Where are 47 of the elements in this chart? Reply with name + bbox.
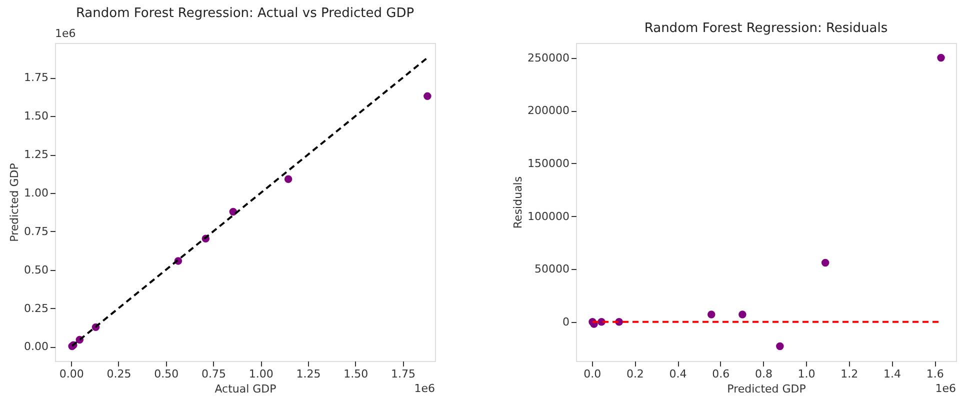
y-tick-label: 1.50 xyxy=(24,110,48,123)
y-tick-label: 1.75 xyxy=(24,71,48,84)
point xyxy=(776,342,784,350)
x-tick-label: 1.0 xyxy=(798,368,816,380)
y-tick-label: 1.25 xyxy=(24,148,48,162)
x-tick-label: 0.8 xyxy=(754,368,772,380)
x-tick-label: 0.00 xyxy=(59,368,84,380)
point xyxy=(708,310,716,318)
y-tick-label: 0.50 xyxy=(24,263,48,276)
y-tick-label: 0.75 xyxy=(24,224,48,238)
x-tick-label: 1.4 xyxy=(883,368,901,380)
x-tick-label: 0.0 xyxy=(584,368,602,380)
text: 1e6 xyxy=(414,382,435,395)
y-tick-label: 200000 xyxy=(528,104,570,118)
point xyxy=(738,310,746,318)
x-tick-label: 0.25 xyxy=(106,368,132,380)
point xyxy=(284,175,292,184)
x-tick-label: 1.6 xyxy=(926,368,944,380)
y-tick-label: 0 xyxy=(562,315,570,328)
y-tick-label: 150000 xyxy=(528,156,570,170)
point xyxy=(937,54,945,62)
x-tick-label: 0.75 xyxy=(202,368,226,380)
chart-title: Random Forest Regression: Residuals xyxy=(644,21,888,36)
y-tick-label: 100000 xyxy=(528,210,570,223)
x-axis-title: Actual GDP xyxy=(214,382,277,396)
x-tick-label: 1.00 xyxy=(248,368,274,380)
y-tick-label: 250000 xyxy=(528,51,570,64)
y-axis-title: Residuals xyxy=(512,176,525,229)
y-tick-label: 0.25 xyxy=(24,302,48,315)
chart-title: Random Forest Regression: Actual vs Predicted GDP xyxy=(76,6,414,21)
x-tick-label: 1.75 xyxy=(391,368,416,380)
y-tick-label: 1.00 xyxy=(24,186,48,200)
y-axis-title: Predicted GDP xyxy=(8,162,22,242)
x-tick-label: 0.6 xyxy=(712,368,730,380)
x-tick-label: 1.50 xyxy=(344,368,368,380)
x-tick-label: 1.2 xyxy=(840,368,858,380)
x-tick-label: 0.4 xyxy=(669,368,687,380)
y-tick-label: 0.00 xyxy=(24,340,48,354)
x-axis-title: Predicted GDP xyxy=(727,382,806,396)
text: 1e6 xyxy=(55,27,76,40)
y-tick-label: 50000 xyxy=(534,262,570,276)
point xyxy=(821,258,830,267)
x-tick-label: 0.2 xyxy=(626,368,644,380)
text: 1e6 xyxy=(935,382,956,395)
x-tick-label: 0.50 xyxy=(154,368,179,380)
point xyxy=(424,92,432,100)
x-tick-label: 1.25 xyxy=(296,368,321,380)
